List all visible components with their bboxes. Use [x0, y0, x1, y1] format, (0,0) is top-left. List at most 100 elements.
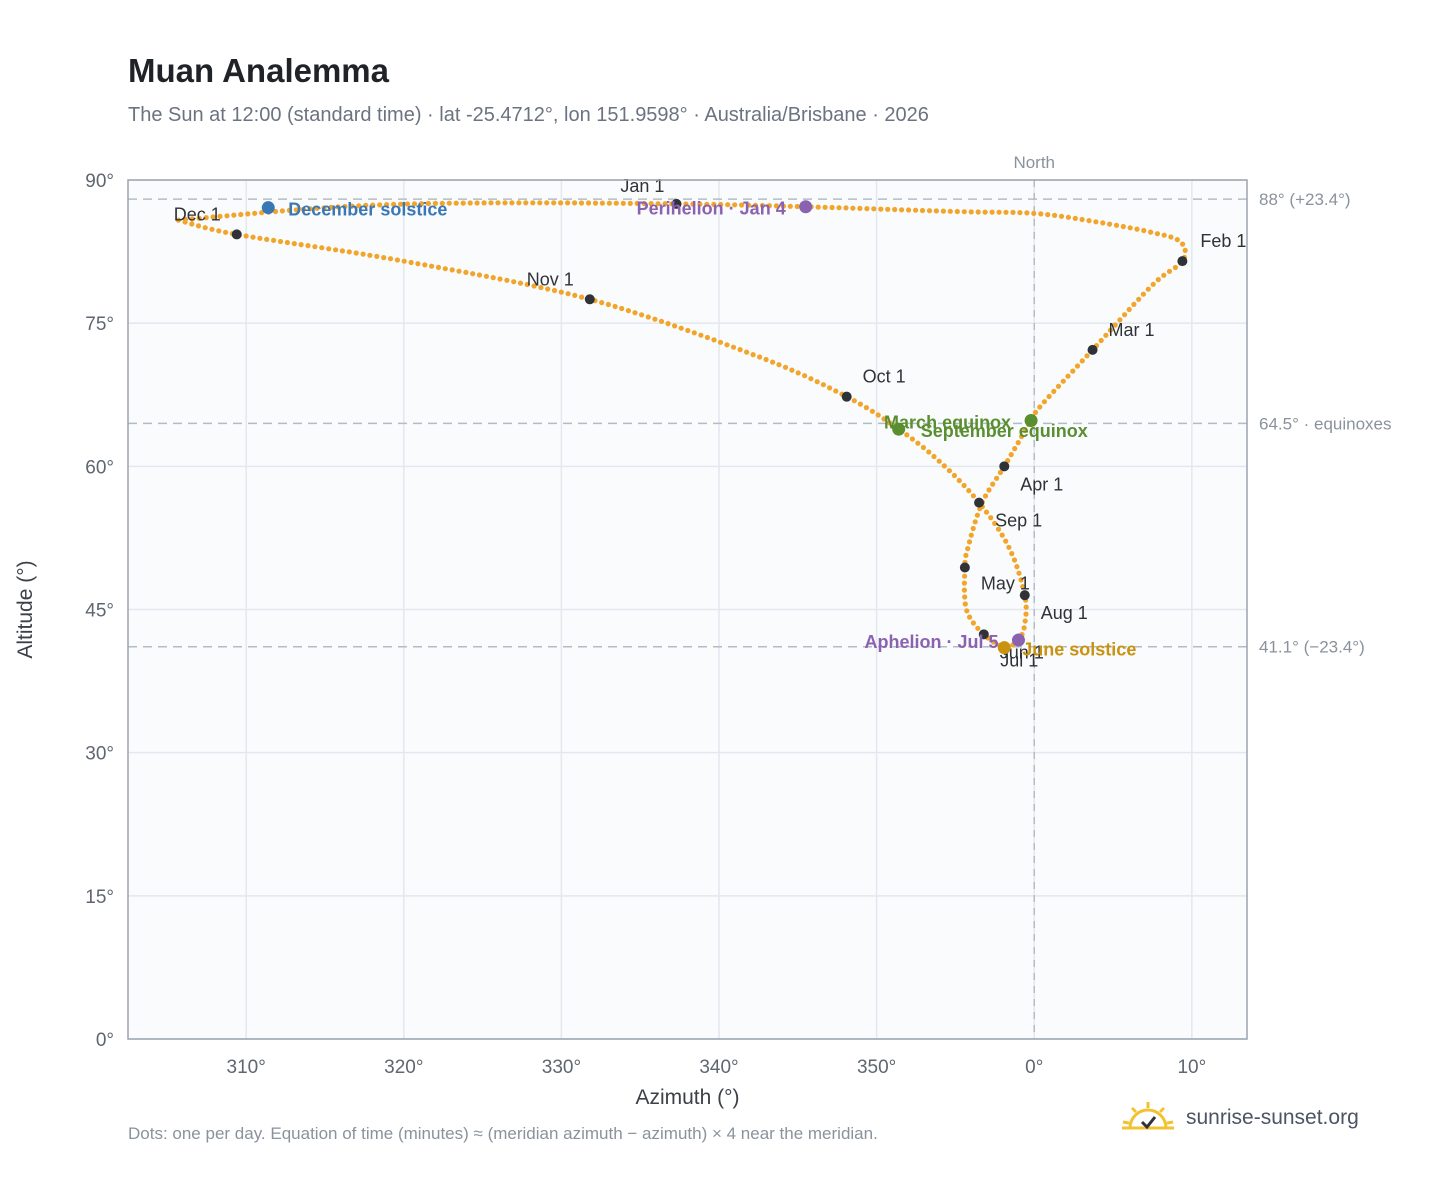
daily-sun-dot [1020, 584, 1026, 590]
daily-sun-dot [467, 200, 473, 206]
daily-sun-dot [992, 520, 998, 527]
daily-sun-dot [963, 552, 969, 559]
daily-sun-dot [277, 238, 284, 245]
daily-sun-dot [578, 200, 585, 206]
daily-sun-dot [685, 327, 691, 334]
daily-sun-dot [964, 608, 970, 614]
daily-sun-dot [933, 208, 940, 214]
daily-sun-dot [986, 487, 992, 493]
month-label: Dec 1 [174, 204, 221, 224]
daily-sun-dot [968, 532, 974, 538]
daily-sun-dot [936, 458, 942, 464]
daily-sun-dot [1154, 231, 1160, 237]
month-marker [974, 497, 985, 508]
daily-sun-dot [572, 200, 578, 206]
daily-sun-dot [291, 241, 297, 247]
daily-sun-dot [599, 200, 606, 206]
daily-sun-dot [592, 200, 599, 206]
daily-sun-dot [794, 203, 800, 210]
event-label: September equinox [921, 421, 1088, 441]
daily-sun-dot [488, 200, 494, 206]
daily-sun-dot [439, 200, 445, 206]
daily-sun-dot [286, 207, 292, 213]
daily-sun-dot [1161, 232, 1167, 238]
daily-sun-dot [915, 440, 921, 446]
daily-sun-dot [892, 206, 898, 213]
daily-sun-dot [1006, 544, 1012, 550]
daily-sun-dot [370, 202, 376, 208]
daily-sun-dot [1079, 216, 1085, 223]
daily-sun-dot [259, 210, 265, 216]
daily-sun-dot [432, 200, 438, 206]
daily-sun-dot [1126, 306, 1132, 313]
daily-sun-dot [585, 200, 592, 206]
daily-sun-dot [815, 204, 821, 210]
month-label: Jul 1 [1000, 651, 1038, 671]
daily-sun-dot [763, 356, 769, 363]
daily-sun-dot [321, 205, 327, 211]
daily-sun-dot [1145, 286, 1151, 292]
daily-sun-dot [619, 305, 625, 312]
daily-sun-dot [408, 259, 414, 266]
daily-sun-dot [360, 251, 366, 257]
daily-sun-dot [920, 444, 927, 451]
daily-sun-dot [565, 291, 571, 297]
daily-sun-dot [776, 362, 782, 368]
daily-sun-dot [780, 203, 787, 209]
daily-sun-dot [857, 205, 863, 211]
daily-sun-dot [1150, 281, 1156, 287]
daily-sun-dot [572, 292, 578, 298]
daily-sun-dot [750, 352, 756, 358]
daily-sun-dot [210, 214, 216, 220]
x-tick-label: 320° [384, 1057, 423, 1078]
daily-sun-dot [456, 268, 462, 274]
daily-sun-dot [704, 201, 710, 207]
daily-sun-dot [759, 202, 766, 209]
daily-sun-dot [342, 203, 348, 210]
daily-sun-dot [374, 253, 380, 259]
daily-sun-dot [961, 209, 967, 215]
daily-sun-dot [250, 234, 256, 240]
daily-sun-dot [470, 271, 476, 277]
event-marker [997, 641, 1011, 655]
daily-sun-dot [551, 200, 557, 206]
daily-sun-dot [377, 202, 383, 208]
daily-sun-dot [990, 481, 996, 487]
daily-sun-dot [612, 303, 618, 310]
y-tick-label: 0° [96, 1030, 114, 1051]
daily-sun-dot [545, 286, 551, 292]
daily-sun-dot [665, 321, 671, 327]
brand[interactable]: sunrise-sunset.org [1120, 1100, 1359, 1136]
daily-sun-dot [655, 201, 661, 207]
daily-sun-dot [579, 294, 585, 300]
daily-sun-dot [314, 205, 320, 211]
daily-sun-dot [298, 242, 304, 248]
month-label: Jun 1 [1000, 642, 1044, 662]
daily-sun-dot [931, 453, 937, 460]
daily-sun-dot [990, 639, 997, 645]
daily-sun-dot [1023, 604, 1029, 610]
event-marker [799, 200, 813, 214]
reference-line-label: 64.5° · equinoxes [1259, 414, 1392, 433]
daily-sun-dot [346, 249, 352, 255]
daily-sun-dot [1016, 570, 1022, 576]
daily-sun-dot [1065, 214, 1071, 220]
event-marker [892, 422, 906, 436]
event-marker [1024, 414, 1038, 428]
daily-sun-dot [909, 436, 916, 442]
daily-sun-dot [483, 273, 489, 279]
daily-sun-dot [605, 301, 612, 308]
y-tick-label: 75° [85, 314, 114, 335]
daily-sun-dot [982, 493, 989, 499]
daily-sun-dot [926, 449, 932, 455]
month-label: Jan 1 [620, 176, 664, 196]
daily-sun-dot [1120, 223, 1126, 230]
daily-sun-dot [782, 364, 789, 370]
daily-sun-dot [975, 209, 981, 215]
daily-sun-dot [300, 206, 306, 212]
daily-sun-dot [625, 308, 632, 314]
x-tick-label: 10° [1177, 1057, 1206, 1078]
daily-sun-dot [773, 203, 780, 209]
daily-sun-dot [627, 200, 633, 206]
daily-sun-dot [398, 201, 404, 207]
